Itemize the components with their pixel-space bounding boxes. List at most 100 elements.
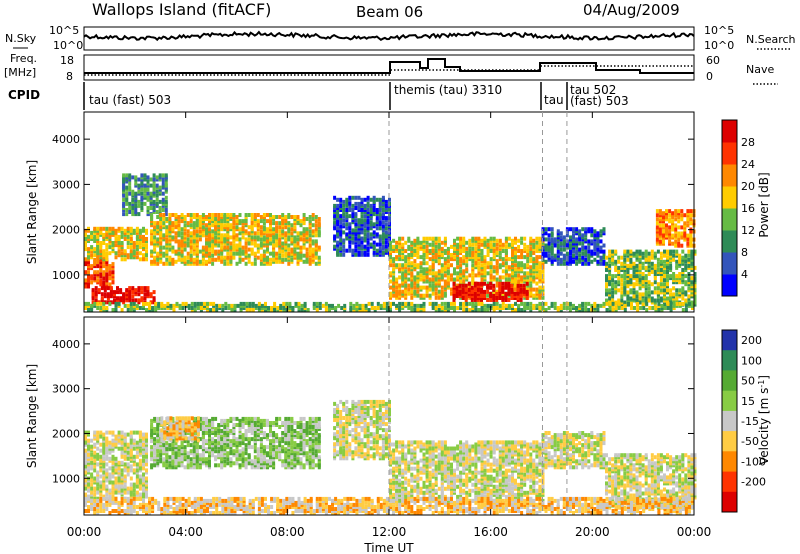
nsky-tick-high: 10^5	[49, 24, 79, 37]
echo-cell	[122, 212, 126, 217]
echo-cell	[189, 461, 193, 466]
echo-cell	[514, 277, 517, 282]
echo-cell	[171, 455, 175, 460]
echo-cell	[262, 225, 266, 230]
echo-cell	[623, 253, 627, 258]
echo-cell	[223, 219, 227, 224]
echo-cell	[162, 233, 166, 238]
echo-cell	[378, 212, 382, 217]
echo-cell	[290, 231, 294, 236]
echo-cell	[617, 298, 621, 303]
echo-cell	[111, 230, 115, 235]
echo-cell	[206, 306, 209, 310]
echo-cell	[87, 247, 90, 252]
echo-cell	[662, 223, 665, 228]
echo-cell	[659, 296, 663, 301]
echo-cell	[504, 244, 508, 249]
echo-cell	[456, 244, 460, 249]
echo-cell	[647, 280, 651, 285]
echo-cell	[629, 249, 633, 254]
echo-cell	[165, 225, 169, 230]
echo-cell	[437, 261, 441, 266]
echo-cell	[575, 229, 579, 234]
echo-cell	[132, 468, 136, 473]
echo-cell	[153, 247, 157, 252]
echo-cell	[562, 235, 566, 240]
echo-cell	[155, 177, 159, 182]
echo-cell	[693, 272, 697, 276]
echo-cell	[523, 236, 527, 241]
echo-cell	[384, 216, 388, 221]
echo-cell	[440, 263, 444, 268]
echo-cell	[111, 486, 115, 491]
echo-cell	[171, 421, 175, 425]
echo-cell	[489, 281, 493, 286]
echo-cell	[437, 303, 441, 308]
echo-cell	[644, 251, 648, 256]
echo-cell	[446, 283, 450, 288]
echo-cell	[687, 301, 691, 306]
echo-cell	[572, 235, 575, 240]
echo-cell	[135, 490, 139, 495]
echo-cell	[443, 261, 447, 266]
echo-cell	[226, 223, 230, 228]
echo-cell	[108, 430, 112, 435]
echo-cell	[218, 303, 222, 308]
echo-cell	[135, 251, 139, 256]
echo-cell	[105, 262, 109, 267]
echo-cell	[404, 249, 408, 253]
echo-cell	[120, 234, 124, 239]
echo-cell	[253, 253, 257, 258]
echo-cell	[495, 238, 499, 243]
echo-cell	[450, 306, 453, 310]
echo-cell	[672, 274, 676, 279]
echo-cell	[93, 237, 97, 241]
echo-cell	[108, 301, 112, 306]
echo-cell	[428, 293, 432, 298]
echo-cell	[693, 290, 697, 295]
echo-cell	[404, 295, 408, 300]
echo-cell	[351, 203, 355, 208]
echo-cell	[684, 268, 688, 272]
echo-cell	[135, 470, 139, 475]
echo-cell	[157, 306, 161, 310]
echo-cell	[644, 286, 648, 291]
echo-cell	[428, 301, 432, 306]
echo-cell	[105, 247, 109, 252]
echo-cell	[483, 303, 487, 308]
echo-cell	[501, 244, 505, 249]
echo-cell	[599, 245, 603, 250]
echo-cell	[135, 430, 139, 435]
echo-cell	[599, 239, 603, 244]
echo-cell	[668, 229, 672, 234]
echo-cell	[437, 251, 441, 255]
echo-cell	[171, 235, 175, 240]
echo-cell	[248, 306, 252, 310]
echo-cell	[145, 438, 148, 443]
echo-cell	[96, 476, 100, 481]
echo-cell	[520, 277, 524, 282]
echo-cell	[419, 261, 423, 266]
echo-cell	[357, 234, 361, 239]
echo-cell	[229, 245, 233, 250]
echo-cell	[653, 268, 657, 272]
echo-cell	[462, 279, 466, 284]
echo-cell	[541, 295, 545, 300]
echo-cell	[529, 289, 533, 294]
echo-cell	[146, 206, 150, 210]
echo-cell	[150, 451, 154, 456]
echo-cell	[119, 296, 123, 301]
echo-cell	[90, 482, 94, 487]
echo-cell	[84, 257, 87, 262]
nave-tick-high: 60	[706, 54, 720, 67]
echo-cell	[608, 301, 612, 306]
echo-cell	[111, 494, 115, 499]
echo-cell	[410, 277, 414, 282]
echo-cell	[361, 308, 365, 312]
echo-cell	[100, 292, 104, 297]
echo-cell	[486, 281, 490, 286]
echo-cell	[205, 237, 208, 242]
echo-cell	[183, 431, 187, 435]
echo-cell	[134, 177, 138, 182]
echo-cell	[523, 277, 527, 282]
